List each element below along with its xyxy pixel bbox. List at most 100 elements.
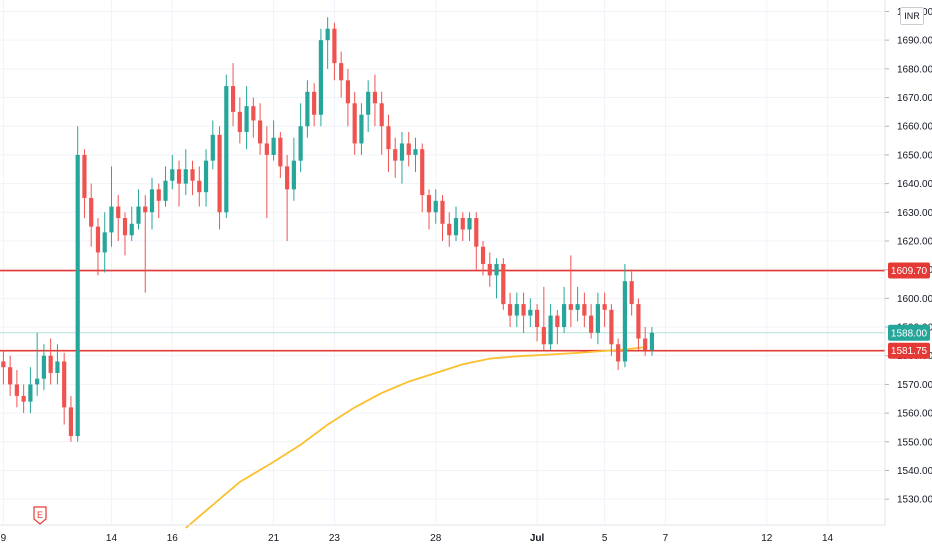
candle bbox=[487, 252, 492, 287]
candle bbox=[230, 63, 236, 127]
candle-body bbox=[595, 304, 600, 333]
price-badge-bg bbox=[888, 324, 930, 341]
candle bbox=[352, 91, 357, 155]
candle-body bbox=[62, 361, 67, 408]
candle bbox=[190, 160, 195, 196]
candle-body bbox=[298, 126, 303, 161]
candle bbox=[440, 195, 445, 241]
candle bbox=[649, 327, 655, 356]
candle-body bbox=[271, 137, 276, 155]
candle bbox=[271, 120, 276, 161]
candle bbox=[406, 131, 411, 167]
candle-body bbox=[149, 189, 155, 213]
candle-body bbox=[8, 367, 13, 385]
candle-body bbox=[568, 304, 573, 310]
candle bbox=[1, 350, 6, 385]
candle bbox=[170, 154, 175, 190]
price-badge-label: 1609.70 bbox=[891, 266, 928, 277]
candle-body bbox=[575, 304, 580, 310]
candle-body bbox=[393, 149, 398, 161]
candle bbox=[399, 131, 405, 184]
candle-body bbox=[629, 281, 634, 305]
x-tick-label: 16 bbox=[167, 533, 179, 544]
y-tick-label: 1680.00 bbox=[897, 64, 932, 75]
candle-body bbox=[399, 143, 405, 161]
x-tick-label: 14 bbox=[822, 533, 834, 544]
candle-body bbox=[541, 327, 546, 345]
candle-body bbox=[1, 361, 6, 368]
candle bbox=[426, 189, 432, 230]
candle bbox=[14, 370, 19, 408]
candle bbox=[609, 304, 614, 356]
candle-body bbox=[345, 80, 351, 104]
y-tick-label: 1660.00 bbox=[897, 122, 932, 133]
candle bbox=[420, 143, 425, 213]
candle bbox=[521, 292, 526, 333]
candle bbox=[55, 344, 60, 385]
candle-body bbox=[616, 344, 621, 362]
candle bbox=[643, 327, 648, 356]
candle-body bbox=[224, 86, 229, 213]
candle bbox=[325, 17, 330, 69]
candle-body bbox=[285, 166, 290, 190]
candle bbox=[35, 332, 40, 396]
candle bbox=[237, 97, 242, 144]
candle bbox=[217, 126, 222, 230]
event-markers: E bbox=[33, 506, 47, 525]
candle bbox=[143, 195, 148, 293]
candle-body bbox=[487, 263, 492, 276]
candle-body bbox=[460, 218, 465, 230]
candle-body bbox=[203, 160, 209, 193]
candle-body bbox=[89, 197, 94, 227]
candle bbox=[122, 212, 128, 256]
candle bbox=[474, 212, 479, 270]
candle bbox=[379, 91, 384, 155]
currency-label[interactable]: INR bbox=[900, 7, 924, 25]
moving-average-line bbox=[185, 346, 646, 529]
candle bbox=[210, 120, 215, 170]
candle bbox=[8, 355, 13, 396]
candle bbox=[318, 28, 323, 127]
candle-body bbox=[447, 223, 452, 236]
candle bbox=[555, 309, 560, 345]
candle-body bbox=[291, 160, 296, 190]
y-tick-label: 1540.00 bbox=[897, 466, 932, 477]
candle bbox=[494, 258, 499, 299]
candle bbox=[582, 292, 587, 328]
candle bbox=[501, 258, 506, 310]
candle bbox=[447, 212, 452, 247]
x-tick-label: 5 bbox=[602, 533, 608, 544]
candle bbox=[163, 166, 168, 207]
candle-body bbox=[426, 195, 432, 213]
time-axis[interactable]: 9 14 16 21 23 28 Jul 5 7 12 14 bbox=[0, 524, 885, 544]
earnings-marker[interactable]: E bbox=[33, 506, 47, 525]
candle-body bbox=[440, 200, 445, 224]
price-axis[interactable]: 1700.001690.001680.001670.001660.001650.… bbox=[884, 0, 932, 525]
candle bbox=[636, 298, 641, 350]
candle bbox=[129, 206, 134, 241]
candle-body bbox=[48, 355, 53, 373]
candle-body bbox=[582, 304, 587, 316]
candle-body bbox=[433, 200, 438, 213]
price-badge-label: 1581.75 bbox=[891, 346, 928, 357]
candle-body bbox=[366, 91, 371, 115]
candle-body bbox=[14, 384, 19, 396]
candle-body bbox=[244, 106, 249, 132]
candle bbox=[460, 212, 465, 241]
candle-body bbox=[278, 137, 283, 167]
candle-body bbox=[494, 263, 499, 276]
candle bbox=[48, 338, 53, 385]
candle-body bbox=[28, 384, 33, 402]
candle bbox=[312, 83, 317, 127]
candle bbox=[264, 126, 269, 219]
candle bbox=[541, 286, 546, 350]
candle-body bbox=[109, 206, 114, 233]
candle-body bbox=[95, 226, 101, 253]
candle-body bbox=[217, 134, 222, 213]
candle bbox=[116, 195, 121, 241]
x-tick-label: 14 bbox=[106, 533, 118, 544]
candle-body bbox=[312, 91, 317, 115]
candle-body bbox=[548, 315, 553, 345]
